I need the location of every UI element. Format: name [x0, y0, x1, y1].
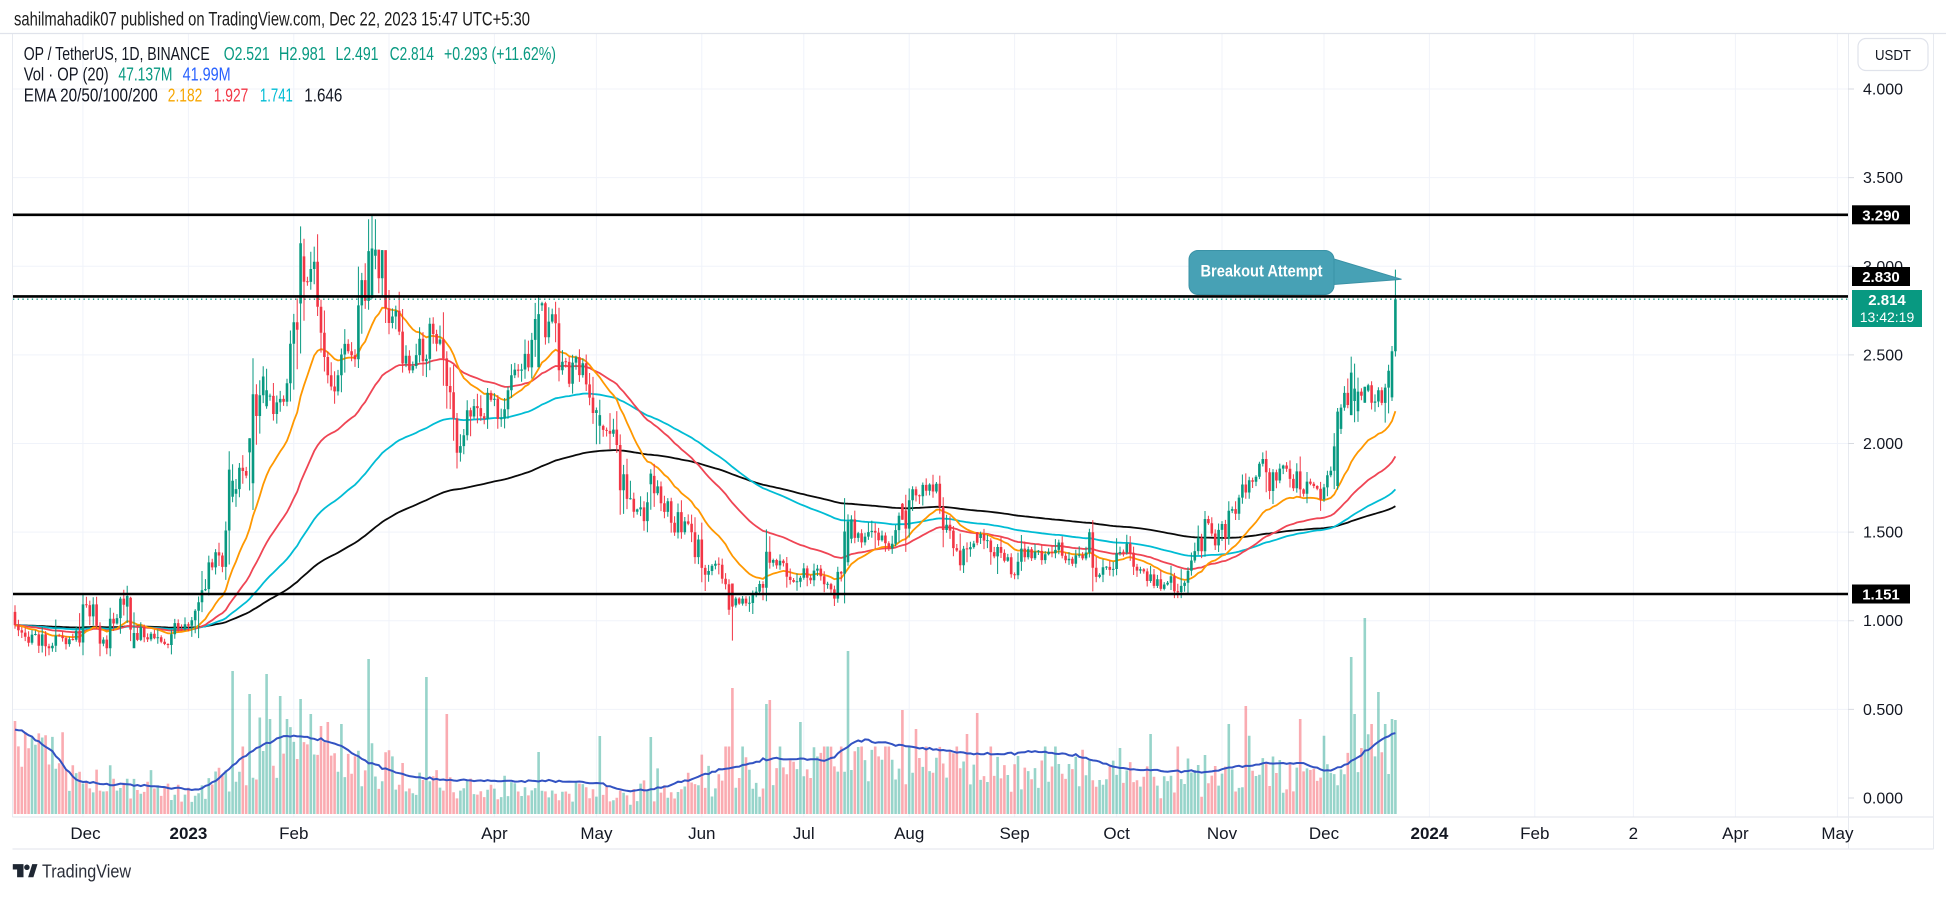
svg-text:May: May	[1821, 824, 1854, 843]
svg-text:Oct: Oct	[1103, 824, 1130, 843]
svg-text:sahilmahadik07 published on Tr: sahilmahadik07 published on TradingView.…	[14, 10, 530, 31]
svg-text:Apr: Apr	[481, 824, 508, 843]
svg-text:May: May	[580, 824, 613, 843]
svg-text:4.000: 4.000	[1863, 82, 1903, 99]
svg-text:Jul: Jul	[793, 824, 815, 843]
svg-text:1.927: 1.927	[214, 86, 249, 106]
svg-text:Aug: Aug	[894, 824, 924, 843]
svg-text:2.182: 2.182	[168, 86, 203, 106]
svg-text:Nov: Nov	[1207, 824, 1238, 843]
svg-text:Jun: Jun	[688, 824, 715, 843]
svg-text:1.000: 1.000	[1863, 613, 1903, 630]
svg-text:13:42:19: 13:42:19	[1860, 309, 1915, 325]
svg-text:USDT: USDT	[1875, 48, 1911, 64]
svg-text:L2.491: L2.491	[336, 44, 379, 64]
svg-text:EMA 20/50/100/200: EMA 20/50/100/200	[24, 86, 158, 106]
svg-text:1.646: 1.646	[304, 86, 342, 106]
svg-text:Breakout Attempt: Breakout Attempt	[1201, 263, 1323, 281]
svg-text:Dec: Dec	[70, 824, 101, 843]
svg-text:Feb: Feb	[1520, 824, 1549, 843]
svg-text:3.290: 3.290	[1862, 207, 1900, 224]
svg-text:Sep: Sep	[999, 824, 1029, 843]
svg-text:2.000: 2.000	[1863, 436, 1903, 453]
svg-text:1.151: 1.151	[1862, 587, 1900, 604]
svg-text:1.500: 1.500	[1863, 525, 1903, 542]
svg-text:0.500: 0.500	[1863, 702, 1903, 719]
svg-text:41.99M: 41.99M	[183, 65, 231, 85]
svg-text:Dec: Dec	[1309, 824, 1340, 843]
svg-text:2: 2	[1629, 824, 1638, 843]
svg-text:1.741: 1.741	[260, 86, 293, 106]
svg-text:47.137M: 47.137M	[118, 65, 172, 85]
svg-text:2023: 2023	[169, 824, 207, 843]
svg-text:TradingView: TradingView	[42, 861, 132, 882]
svg-text:Apr: Apr	[1722, 824, 1749, 843]
svg-text:Vol · OP (20): Vol · OP (20)	[24, 65, 109, 85]
svg-text:H2.981: H2.981	[279, 44, 326, 64]
svg-text:0.000: 0.000	[1863, 791, 1903, 808]
svg-text:OP / TetherUS, 1D, BINANCE: OP / TetherUS, 1D, BINANCE	[24, 44, 210, 64]
svg-text:+0.293 (+11.62%): +0.293 (+11.62%)	[444, 44, 556, 64]
svg-text:2.830: 2.830	[1862, 269, 1900, 286]
svg-text:O2.521: O2.521	[224, 44, 270, 64]
svg-text:3.500: 3.500	[1863, 170, 1903, 187]
svg-text:2.500: 2.500	[1863, 347, 1903, 364]
svg-text:2.814: 2.814	[1868, 292, 1906, 309]
svg-text:Feb: Feb	[279, 824, 308, 843]
svg-text:2024: 2024	[1410, 824, 1448, 843]
svg-text:C2.814: C2.814	[390, 44, 434, 64]
